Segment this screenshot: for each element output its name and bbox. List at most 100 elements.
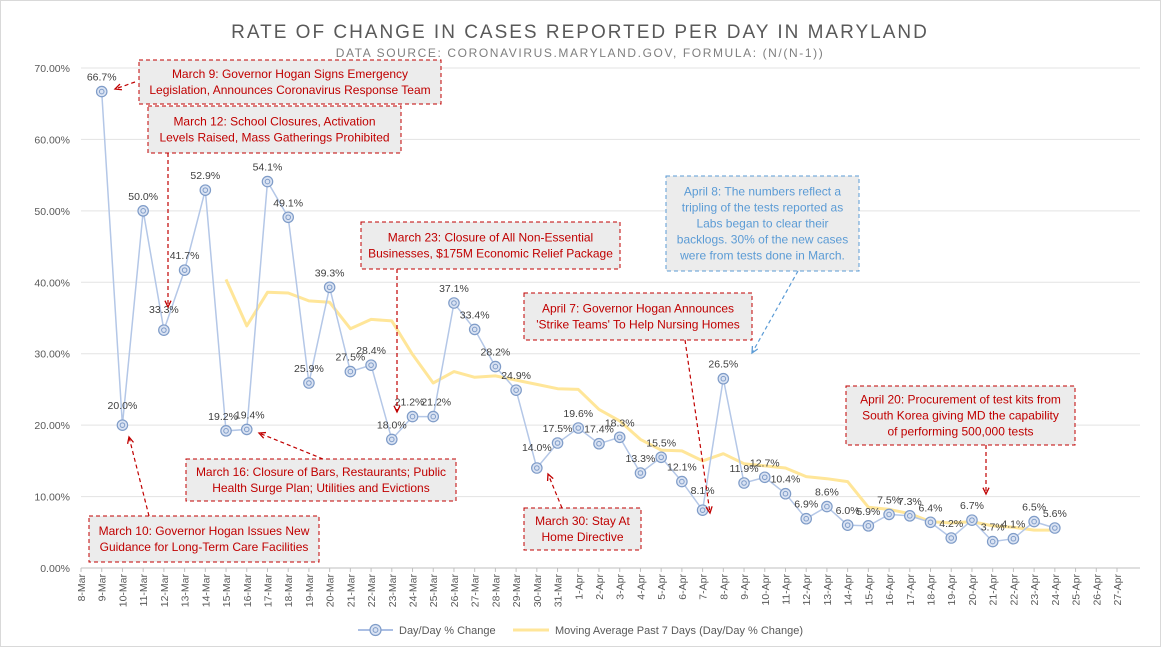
data-point <box>696 504 709 516</box>
data-point-inner <box>658 454 664 461</box>
data-point <box>655 451 667 464</box>
annotation-arrow <box>114 81 136 90</box>
data-point-inner <box>969 517 975 523</box>
data-label: 41.7% <box>170 250 200 262</box>
data-point-inner <box>471 326 478 333</box>
x-tick-label: 21-Apr <box>988 573 1000 605</box>
annotation-apr8: April 8: The numbers reflect a tripling o… <box>665 175 860 355</box>
data-point-inner <box>948 535 955 541</box>
annotation-text: Legislation, Announces Coronavirus Respo… <box>149 83 430 97</box>
x-tick-label: 22-Mar <box>366 574 378 608</box>
annotation-box <box>138 59 442 105</box>
legend: Day/Day % Change Moving Average Past 7 D… <box>358 623 803 637</box>
data-point <box>551 437 564 449</box>
data-point <box>986 535 999 548</box>
y-tick-label: 10.00% <box>34 492 70 504</box>
data-point <box>137 205 149 217</box>
data-point <box>634 467 647 479</box>
x-tick-label: 13-Mar <box>180 574 192 608</box>
data-label: 54.1% <box>253 162 283 174</box>
annotation-arrow <box>751 270 799 354</box>
data-point <box>220 425 232 437</box>
data-label: 24.9% <box>501 370 531 382</box>
annotation-text: Levels Raised, Mass Gatherings Prohibite… <box>159 131 389 145</box>
x-tick-label: 3-Apr <box>615 574 627 600</box>
data-point-inner <box>430 413 437 420</box>
x-tick-label: 17-Apr <box>905 573 917 605</box>
data-point-inner <box>223 428 229 434</box>
x-tick-label: 5-Apr <box>656 574 668 600</box>
data-label: 26.5% <box>708 359 738 371</box>
data-point-inner <box>596 440 602 447</box>
x-tick-label: 15-Apr <box>863 573 875 605</box>
x-tick-label: 20-Apr <box>967 573 979 605</box>
x-tick-label: 17-Mar <box>262 574 274 608</box>
annotations: March 9: Governor Hogan Signs Emergency L… <box>88 59 1076 563</box>
annotation-text: April 20: Procurement of test kits from <box>860 393 1061 407</box>
x-tick-label: 11-Apr <box>780 574 792 605</box>
data-point <box>406 410 419 423</box>
x-tick-label: 1-Apr <box>573 574 585 600</box>
data-point-inner <box>865 523 872 529</box>
x-tick-label: 15-Mar <box>221 574 233 608</box>
data-point-inner <box>161 327 167 333</box>
annotation-mar9: March 9: Governor Hogan Signs Emergency L… <box>113 59 442 105</box>
data-label: 20.0% <box>108 400 138 412</box>
x-tick-label: 12-Apr <box>801 573 813 605</box>
annotation-text: March 12: School Closures, Activation <box>173 115 375 129</box>
data-label: 17.5% <box>543 423 573 435</box>
data-labels: 66.7% 20.0% 50.0% 33.3% 41.7% 52.9% 19.2%19.4%… <box>87 72 1067 534</box>
data-point-inner <box>554 440 561 446</box>
annotation-box <box>185 458 457 502</box>
x-tick-label: 28-Mar <box>490 574 502 608</box>
data-point <box>158 324 170 336</box>
data-label: 6.0% <box>836 505 860 517</box>
data-label: 50.0% <box>128 191 158 203</box>
x-tick-label: 27-Mar <box>470 574 482 608</box>
data-point <box>821 500 833 513</box>
x-tick-label: 23-Apr <box>1029 573 1041 605</box>
data-point <box>531 462 543 474</box>
data-label: 13.3% <box>626 453 656 465</box>
annotation-arrowhead <box>113 83 123 91</box>
data-point <box>738 477 750 489</box>
data-label: 21.2% <box>421 397 451 409</box>
data-point <box>116 419 129 431</box>
data-label: 33.4% <box>460 309 490 321</box>
day-change-series <box>95 85 1061 548</box>
data-point-inner <box>347 368 354 375</box>
y-axis-ticks: 0.00% 10.00% 20.00% 30.00% 40.00% 50.00% 60.00… <box>34 63 70 575</box>
data-point <box>365 359 377 371</box>
x-tick-label: 10-Mar <box>117 574 129 608</box>
data-point-inner <box>492 363 499 370</box>
annotation-box <box>845 385 1076 446</box>
legend-day-change-label: Day/Day % Change <box>399 625 496 637</box>
x-tick-label: 29-Mar <box>511 574 523 608</box>
data-label: 6.7% <box>960 500 984 512</box>
data-point <box>862 520 875 532</box>
data-point-inner <box>844 522 851 528</box>
data-point <box>261 175 274 188</box>
data-label: 52.9% <box>190 170 220 182</box>
data-label: 15.5% <box>646 437 676 449</box>
x-tick-label: 19-Mar <box>304 574 316 608</box>
y-tick-label: 60.00% <box>34 134 70 146</box>
data-label: 28.4% <box>356 345 386 357</box>
data-point-inner <box>1031 518 1037 525</box>
data-point-inner <box>907 513 913 519</box>
data-point-inner <box>886 511 892 518</box>
data-point-inner <box>927 519 934 526</box>
data-point-inner <box>243 426 250 433</box>
data-point-inner <box>616 434 623 441</box>
x-tick-label: 11-Mar <box>138 574 150 607</box>
data-point-inner <box>1010 535 1017 542</box>
data-point <box>676 475 688 488</box>
data-point <box>344 365 357 378</box>
data-point-inner <box>389 436 395 443</box>
annotation-mar23: March 23: Closure of All Non-Essential Bu… <box>360 221 621 414</box>
data-label: 39.3% <box>315 267 345 279</box>
x-tick-label: 18-Mar <box>283 574 295 608</box>
data-label: 4.1% <box>1001 519 1025 531</box>
